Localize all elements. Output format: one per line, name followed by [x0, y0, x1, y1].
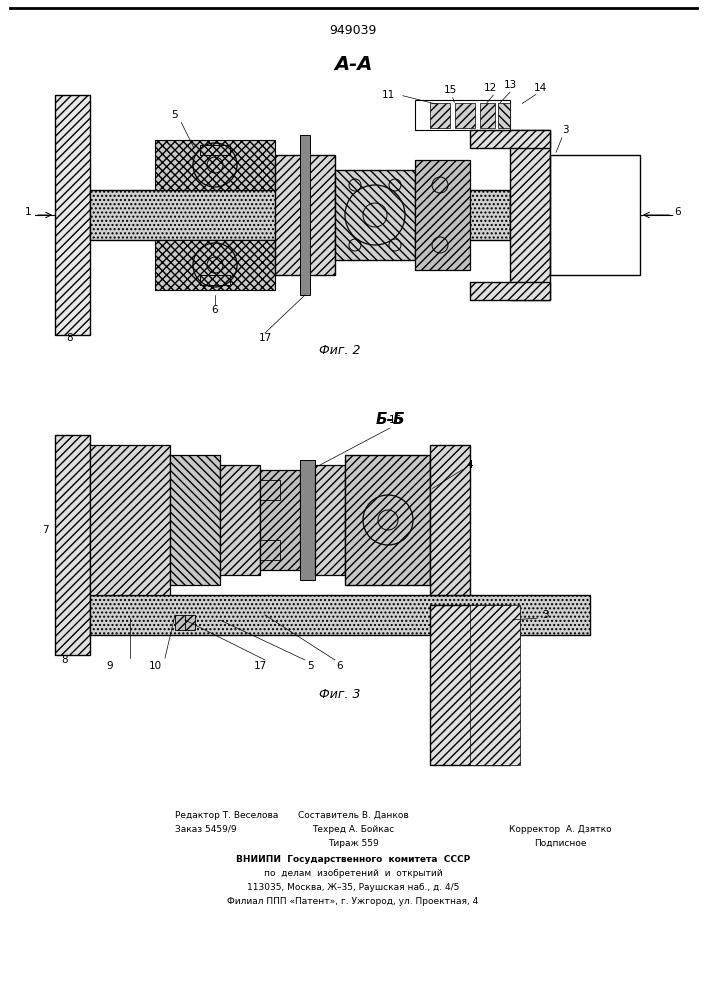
- Text: по  делам  изобретений  и  открытий: по делам изобретений и открытий: [264, 869, 443, 879]
- Bar: [345, 455, 430, 585]
- Text: 7: 7: [42, 525, 48, 535]
- Bar: [155, 240, 275, 290]
- Text: Б-Б: Б-Б: [375, 412, 405, 428]
- Bar: [90, 445, 170, 595]
- Text: 8: 8: [62, 655, 69, 665]
- Bar: [55, 95, 90, 335]
- Bar: [430, 605, 510, 765]
- Bar: [470, 130, 550, 148]
- Bar: [300, 135, 310, 295]
- Bar: [90, 595, 590, 635]
- Text: 15: 15: [443, 85, 457, 95]
- Bar: [430, 445, 470, 595]
- Bar: [470, 282, 550, 300]
- Bar: [430, 605, 510, 765]
- Text: 5: 5: [172, 110, 178, 120]
- Bar: [155, 140, 275, 190]
- Text: 16: 16: [388, 415, 402, 425]
- Text: Составитель В. Данков: Составитель В. Данков: [298, 810, 409, 820]
- Bar: [55, 435, 90, 655]
- Text: Фиг. 2: Фиг. 2: [320, 344, 361, 357]
- Bar: [470, 130, 550, 148]
- Bar: [90, 190, 510, 240]
- Bar: [260, 540, 280, 560]
- Text: 13: 13: [503, 80, 517, 90]
- Text: 12: 12: [484, 83, 496, 93]
- Bar: [345, 455, 430, 585]
- Bar: [175, 615, 185, 630]
- Text: 6: 6: [337, 661, 344, 671]
- Text: 3: 3: [542, 610, 549, 620]
- Bar: [200, 145, 230, 155]
- Bar: [55, 435, 90, 655]
- Text: 4: 4: [467, 460, 473, 470]
- Text: 14: 14: [533, 83, 547, 93]
- Text: 17: 17: [253, 661, 267, 671]
- Text: 1: 1: [25, 207, 31, 217]
- Bar: [275, 155, 335, 275]
- Text: Филиал ППП «Патент», г. Ужгород, ул. Проектная, 4: Филиал ППП «Патент», г. Ужгород, ул. Про…: [228, 898, 479, 906]
- Bar: [430, 103, 450, 128]
- Bar: [260, 470, 300, 570]
- Text: 6: 6: [674, 207, 682, 217]
- Text: Редактор Т. Веселова: Редактор Т. Веселова: [175, 810, 279, 820]
- Bar: [550, 155, 640, 275]
- Bar: [200, 275, 230, 285]
- Bar: [335, 170, 415, 260]
- Text: Фиг. 3: Фиг. 3: [320, 688, 361, 702]
- Text: Техред А. Бойкас: Техред А. Бойкас: [312, 824, 394, 834]
- Text: 949039: 949039: [329, 23, 377, 36]
- Bar: [415, 160, 470, 270]
- Bar: [90, 445, 170, 595]
- Bar: [155, 140, 275, 190]
- Text: 11: 11: [381, 90, 395, 100]
- Text: 10: 10: [148, 661, 162, 671]
- Bar: [260, 470, 300, 570]
- Bar: [470, 605, 520, 765]
- Text: 9: 9: [107, 661, 113, 671]
- Bar: [315, 465, 345, 575]
- Bar: [510, 130, 550, 300]
- Bar: [90, 190, 510, 240]
- Text: Корректор  А. Дзятко: Корректор А. Дзятко: [509, 824, 612, 834]
- Bar: [510, 130, 550, 300]
- Bar: [455, 103, 475, 128]
- Bar: [260, 480, 280, 500]
- Bar: [55, 95, 90, 335]
- Bar: [220, 465, 260, 575]
- Text: 17: 17: [258, 333, 271, 343]
- Bar: [335, 170, 415, 260]
- Bar: [415, 160, 470, 270]
- Bar: [185, 615, 195, 630]
- Bar: [430, 445, 470, 595]
- Text: 113035, Москва, Ж–35, Раушская наб., д. 4/5: 113035, Москва, Ж–35, Раушская наб., д. …: [247, 884, 459, 892]
- Text: Тираж 559: Тираж 559: [327, 838, 378, 848]
- Bar: [90, 595, 590, 635]
- Bar: [415, 100, 510, 130]
- Bar: [300, 460, 315, 580]
- Text: 3: 3: [561, 125, 568, 135]
- Bar: [470, 282, 550, 300]
- Bar: [170, 455, 220, 585]
- Bar: [480, 103, 495, 128]
- Text: 6: 6: [211, 305, 218, 315]
- Text: 8: 8: [66, 333, 74, 343]
- Text: 5: 5: [307, 661, 313, 671]
- Bar: [170, 455, 220, 585]
- Text: Заказ 5459/9: Заказ 5459/9: [175, 824, 237, 834]
- Bar: [275, 155, 335, 275]
- Text: Подписное: Подписное: [534, 838, 586, 848]
- Bar: [155, 240, 275, 290]
- Bar: [220, 465, 260, 575]
- Bar: [498, 103, 510, 128]
- Text: А-А: А-А: [334, 55, 372, 75]
- Bar: [315, 465, 345, 575]
- Text: ВНИИПИ  Государственного  комитета  СССР: ВНИИПИ Государственного комитета СССР: [236, 856, 470, 864]
